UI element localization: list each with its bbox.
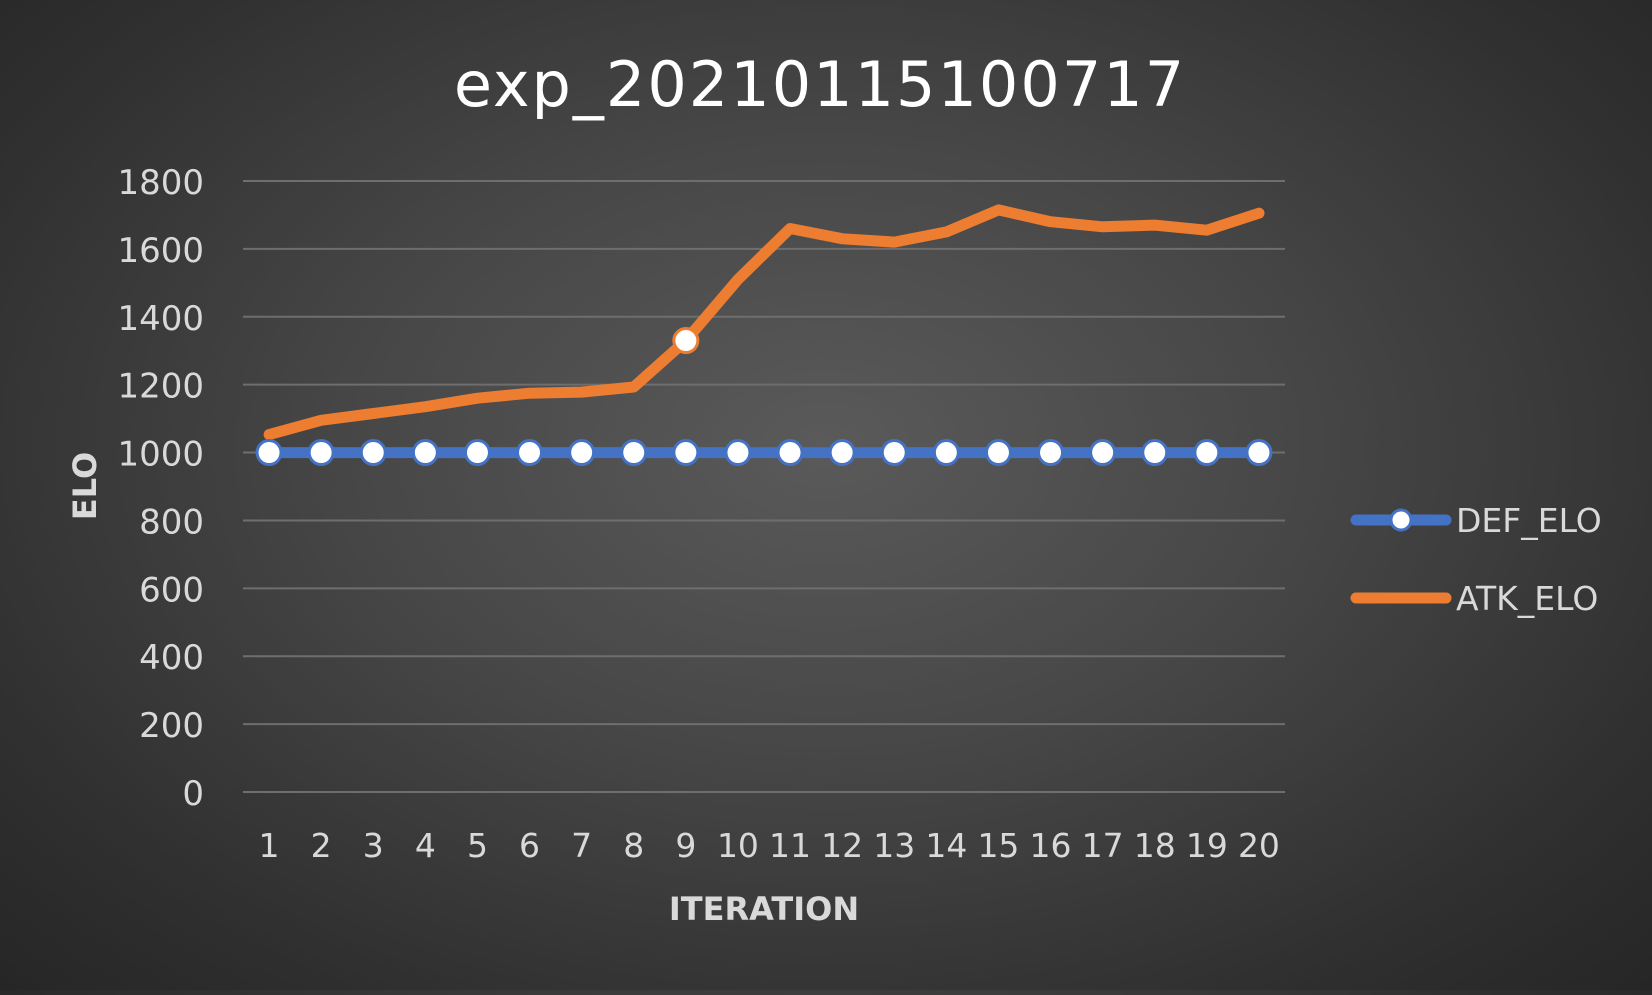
x-tick-label: 11 [769,826,811,865]
x-tick-label: 2 [311,826,332,865]
legend-label-def-elo: DEF_ELO [1456,501,1602,540]
legend-item-atk: ATK_ELO [1350,579,1598,618]
x-tick-label: 16 [1030,826,1072,865]
x-tick-label: 9 [675,826,696,865]
data-point-def-elo [984,439,1012,467]
x-tick-label: 14 [925,826,967,865]
legend-label-atk-elo: ATK_ELO [1456,579,1598,618]
data-point-def-elo [411,439,439,467]
x-tick-label: 5 [467,826,488,865]
data-point-def-elo [672,439,700,467]
x-tick-label: 15 [977,826,1019,865]
gridlines [243,180,1285,793]
y-tick-label: 800 [139,502,204,542]
y-axis-ticks: 0 200 400 600 800 1000 1200 1400 1600 1800 [117,163,204,814]
x-tick-label: 7 [571,826,592,865]
y-tick-label: 1400 [117,299,204,339]
data-point-def-elo [880,439,908,467]
data-point-def-elo [724,439,752,467]
series-markers [255,327,1273,467]
x-tick-label: 20 [1238,826,1280,865]
x-tick-label: 17 [1082,826,1124,865]
data-point-def-elo [1193,439,1221,467]
x-tick-label: 13 [873,826,915,865]
x-axis-label: ITERATION [669,890,859,928]
data-point-def-elo [359,439,387,467]
data-point-def-elo [1141,439,1169,467]
data-point-def-elo [307,439,335,467]
y-axis-label: ELO [66,452,104,520]
x-tick-label: 10 [717,826,759,865]
x-tick-label: 19 [1186,826,1228,865]
y-tick-label: 200 [139,706,204,746]
data-point-def-elo [1037,439,1065,467]
data-point-def-elo [932,439,960,467]
x-tick-label: 3 [363,826,384,865]
data-point-def-elo [776,439,804,467]
y-tick-label: 600 [139,570,204,610]
data-point-def-elo [255,439,283,467]
data-point-def-elo [463,439,491,467]
legend-marker-def-elo [1389,508,1413,532]
chart-title: exp_20210115100717 [454,48,1186,121]
y-tick-label: 1000 [117,435,204,475]
y-tick-label: 1200 [117,367,204,407]
data-point-def-elo [1089,439,1117,467]
x-tick-label: 6 [519,826,540,865]
y-tick-label: 0 [182,774,204,814]
y-tick-label: 400 [139,638,204,678]
y-tick-label: 1600 [117,231,204,271]
x-tick-label: 1 [259,826,280,865]
legend: DEF_ELO ATK_ELO [1350,501,1602,618]
highlighted-point-atk-elo [672,327,700,355]
x-tick-label: 18 [1134,826,1176,865]
x-tick-label: 4 [415,826,436,865]
legend-item-def: DEF_ELO [1350,501,1602,540]
series-line-atk-elo [263,204,1265,441]
series-lines [263,204,1265,459]
data-point-def-elo [620,439,648,467]
data-point-def-elo [828,439,856,467]
data-point-def-elo [568,439,596,467]
data-point-def-elo [516,439,544,467]
x-axis-ticks: 1 2 3 4 5 6 7 8 9 10 11 12 13 14 15 16 17 18 19 20 [259,826,1280,865]
x-tick-label: 8 [623,826,644,865]
data-point-def-elo [1245,439,1273,467]
x-tick-label: 12 [821,826,863,865]
y-tick-label: 1800 [117,163,204,203]
